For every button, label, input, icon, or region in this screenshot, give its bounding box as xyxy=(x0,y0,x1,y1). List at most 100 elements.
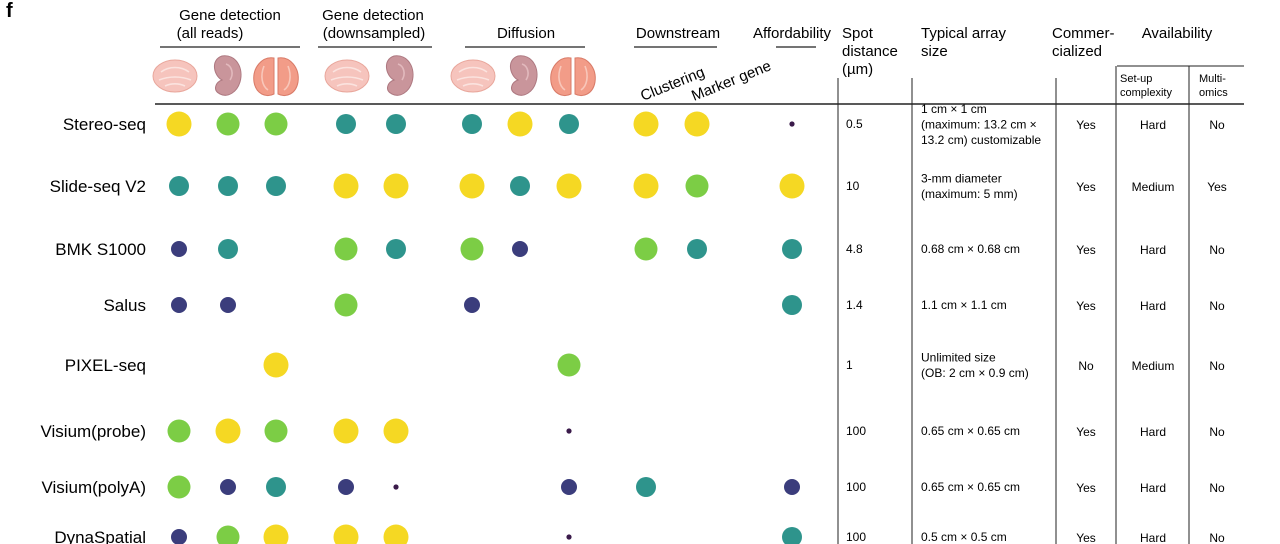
array-size-value: 3-mm diameter xyxy=(921,172,1002,186)
score-dot xyxy=(633,111,659,137)
array-size-value: 0.5 cm × 0.5 cm xyxy=(921,530,1007,544)
commercialized-value: Yes xyxy=(1076,531,1096,544)
method-name: Slide-seq V2 xyxy=(50,177,146,196)
score-dot xyxy=(220,479,236,495)
score-dot xyxy=(789,121,795,127)
array-size-value: 1 cm × 1 cm xyxy=(921,102,987,116)
multiomics-value: No xyxy=(1209,118,1225,132)
array-size-value: 0.65 cm × 0.65 cm xyxy=(921,480,1020,494)
setup-complexity-value: Hard xyxy=(1140,481,1166,495)
array-size-value: 0.65 cm × 0.65 cm xyxy=(921,424,1020,438)
multiomics-value: No xyxy=(1209,531,1225,544)
multiomics-value: No xyxy=(1209,299,1225,313)
header-diffusion: Diffusion xyxy=(497,25,555,42)
array-size-value: 1.1 cm × 1.1 cm xyxy=(921,298,1007,312)
tissue-icons xyxy=(152,55,596,96)
score-dot xyxy=(512,241,528,257)
multiomics-value: Yes xyxy=(1207,180,1227,194)
multiomics-value: No xyxy=(1209,425,1225,439)
header-commercialized-line2: cialized xyxy=(1052,43,1102,60)
olfactory-bulb-icon xyxy=(253,57,299,96)
score-dot xyxy=(338,479,354,495)
score-dot xyxy=(263,524,289,544)
brain-icon xyxy=(324,59,370,93)
score-dot xyxy=(167,419,191,443)
table-row: Visium(probe) 100 0.65 cm × 0.65 cm Yes Hard… xyxy=(40,418,1225,444)
header-multiomics-line2: omics xyxy=(1199,87,1228,99)
panel-label: f xyxy=(6,0,13,22)
header-gene-detection-downsampled: Gene detection (downsampled) xyxy=(322,7,425,42)
score-dot xyxy=(171,297,187,313)
table-row: PIXEL-seq 1 Unlimited size(OB: 2 cm × 0.9 … xyxy=(65,351,1225,381)
score-dot xyxy=(782,295,802,315)
setup-complexity-value: Hard xyxy=(1140,425,1166,439)
header-spot-distance: Spot distance (µm) xyxy=(842,25,898,78)
score-dot xyxy=(169,176,189,196)
score-dot xyxy=(215,418,241,444)
header-affordability: Affordability xyxy=(753,25,832,42)
header-multiomics-line1: Multi- xyxy=(1199,73,1226,85)
embryo-icon xyxy=(214,55,242,96)
score-dot xyxy=(782,239,802,259)
header-spot-line3: (µm) xyxy=(842,61,873,78)
table-row: Stereo-seq 0.5 1 cm × 1 cm (maximum: 13.2 c… xyxy=(63,102,1225,147)
score-dot xyxy=(264,419,288,443)
score-dot xyxy=(393,484,399,490)
setup-complexity-value: Hard xyxy=(1140,243,1166,257)
multiomics-value: No xyxy=(1209,481,1225,495)
method-name: Salus xyxy=(103,296,146,315)
array-size-value: (maximum: 13.2 cm × xyxy=(921,118,1037,132)
table-row: Slide-seq V2 10 3-mm diameter(maximum: 5 m… xyxy=(50,172,1227,202)
array-size-value: Unlimited size xyxy=(921,351,996,365)
score-dot xyxy=(216,112,240,136)
score-dot xyxy=(383,524,409,544)
setup-complexity-value: Hard xyxy=(1140,118,1166,132)
array-size-value: 0.68 cm × 0.68 cm xyxy=(921,242,1020,256)
commercialized-value: Yes xyxy=(1076,299,1096,313)
setup-complexity-value: Hard xyxy=(1140,299,1166,313)
score-dot xyxy=(218,176,238,196)
setup-complexity-value: Medium xyxy=(1132,180,1175,194)
score-dot xyxy=(220,297,236,313)
score-dot xyxy=(167,475,191,499)
table-row: DynaSpatial 100 0.5 cm × 0.5 cm Yes Hard No xyxy=(54,524,1225,544)
header-array-line1: Typical array xyxy=(921,25,1007,42)
commercialized-value: Yes xyxy=(1076,425,1096,439)
spot-distance-value: 100 xyxy=(846,480,866,494)
score-dot xyxy=(166,111,192,137)
header-array-size: Typical array size xyxy=(921,25,1007,60)
score-dot xyxy=(266,176,286,196)
table-row: Salus 1.4 1.1 cm × 1.1 cm Yes Hard No xyxy=(103,293,1225,317)
commercialized-value: Yes xyxy=(1076,243,1096,257)
commercialized-value: Yes xyxy=(1076,118,1096,132)
score-dot xyxy=(782,527,802,544)
score-dot xyxy=(386,239,406,259)
multiomics-value: No xyxy=(1209,243,1225,257)
score-dot xyxy=(460,237,484,261)
score-dot xyxy=(171,241,187,257)
score-dot xyxy=(383,418,409,444)
header-gene-down-line2: (downsampled) xyxy=(323,25,426,42)
commercialized-value: Yes xyxy=(1076,180,1096,194)
spot-distance-value: 100 xyxy=(846,530,866,544)
table-rows: Stereo-seq 0.5 1 cm × 1 cm (maximum: 13.2 c… xyxy=(40,102,1227,544)
score-dot xyxy=(171,529,187,544)
spot-distance-value: 1.4 xyxy=(846,298,863,312)
score-dot xyxy=(459,173,485,199)
header-gene-detection-all: Gene detection (all reads) xyxy=(177,7,281,42)
score-dot xyxy=(559,114,579,134)
embryo-icon xyxy=(510,55,538,96)
method-name: PIXEL-seq xyxy=(65,356,146,375)
header-spot-line1: Spot xyxy=(842,25,874,42)
spot-distance-value: 0.5 xyxy=(846,117,863,131)
score-dot xyxy=(684,111,710,137)
score-dot xyxy=(386,114,406,134)
header-gene-down-line1: Gene detection xyxy=(322,7,424,24)
score-dot xyxy=(334,293,358,317)
setup-complexity-value: Hard xyxy=(1140,531,1166,544)
header-gene-all-line2: (all reads) xyxy=(177,25,244,42)
header-downstream: Downstream xyxy=(636,25,720,42)
score-dot xyxy=(779,173,805,199)
header-array-line2: size xyxy=(921,43,948,60)
